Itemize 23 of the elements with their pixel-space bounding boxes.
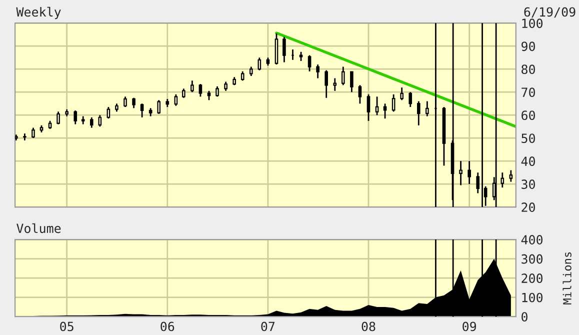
y-axis-title: Millions: [562, 252, 572, 304]
x-tick-label: 09: [462, 322, 476, 332]
y-tick-label: 70: [522, 88, 535, 98]
y-tick-label: 300: [522, 254, 543, 264]
y-tick-label: 20: [522, 202, 535, 212]
y-tick-label: 100: [522, 292, 543, 302]
y-tick-label: 50: [522, 134, 535, 144]
y-tick-label: 0: [522, 312, 528, 322]
y-tick-label: 200: [522, 274, 543, 284]
y-tick-label: 90: [522, 42, 535, 52]
y-tick-label: 30: [522, 180, 535, 189]
text: 6/19/09: [524, 7, 576, 18]
y-tick-label: 100: [522, 18, 543, 28]
chart-title: Volume: [16, 223, 61, 234]
x-tick-label: 07: [261, 322, 275, 332]
y-tick-label: 80: [522, 64, 535, 74]
x-tick-label: 08: [362, 322, 376, 332]
y-tick-label: 400: [521, 235, 543, 244]
x-tick-label: 05: [60, 322, 74, 332]
x-tick-label: 06: [160, 322, 174, 332]
y-tick-label: 40: [521, 156, 535, 166]
chart-title: Weekly: [16, 6, 61, 20]
y-tick-label: 60: [522, 110, 535, 120]
